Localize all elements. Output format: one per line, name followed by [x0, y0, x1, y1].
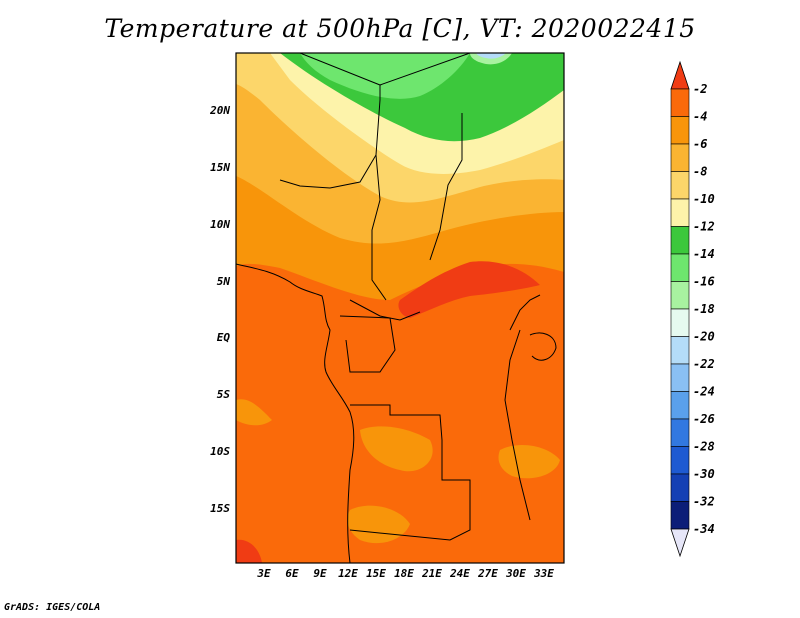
lon-label: 24E [449, 567, 470, 580]
field-patch [236, 539, 262, 563]
colorbar-label: -20 [693, 330, 715, 344]
colorbar: -2 -4 -6 -8 -10 -12 -14 -16 -18 -20 -22 … [670, 60, 715, 558]
colorbar-segment [670, 446, 690, 475]
lon-label: 12E [338, 567, 358, 580]
colorbar-segment [670, 171, 690, 200]
lat-label: 15N [210, 161, 230, 174]
temperature-field [236, 53, 564, 563]
field-band-16 [300, 53, 470, 99]
colorbar-label: -6 [693, 137, 707, 151]
field-patch [236, 399, 272, 426]
lat-labels: 20N 15N 10N 5N EQ 5S 10S 15S [209, 104, 230, 515]
lon-label: 30E [505, 567, 526, 580]
map-frame [235, 52, 565, 564]
colorbar-segment [670, 308, 690, 337]
lon-label: 18E [394, 567, 414, 580]
colorbar-segment [670, 226, 690, 255]
lat-label: 10S [210, 445, 230, 458]
country-borders [236, 53, 557, 563]
lat-label: 5S [217, 388, 231, 401]
lat-label: 5N [217, 275, 231, 288]
colorbar-label: -4 [693, 110, 707, 124]
colorbar-label: -12 [693, 220, 715, 234]
colorbar-label: -34 [693, 522, 715, 536]
colorbar-segment [670, 116, 690, 145]
lon-label: 27E [477, 567, 498, 580]
colorbar-label: -24 [693, 385, 715, 399]
colorbar-segment [670, 281, 690, 310]
colorbar-label: -2 [693, 82, 707, 96]
colorbar-label: -14 [693, 247, 715, 261]
colorbar-label: -18 [693, 302, 715, 316]
colorbar-segment [670, 336, 690, 365]
colorbar-label: -16 [693, 275, 715, 289]
field-band-22 [476, 53, 506, 59]
colorbar-top-arrow [670, 60, 690, 90]
colorbar-label: -32 [693, 495, 715, 509]
field-patch [347, 505, 410, 544]
lon-labels: 3E 6E 9E 12E 15E 18E 21E 24E 27E 30E 33E [256, 567, 554, 580]
colorbar-label: -8 [693, 165, 707, 179]
lon-label: 15E [366, 567, 386, 580]
colorbar-segment [670, 363, 690, 392]
credit-text: GrADS: IGES/COLA [4, 602, 101, 613]
colorbar-segment [670, 501, 690, 530]
colorbar-bottom-arrow [670, 528, 690, 558]
colorbar-label: -26 [693, 412, 715, 426]
colorbar-segment [670, 143, 690, 172]
colorbar-segment [670, 198, 690, 227]
lat-label: 10N [210, 218, 230, 231]
lon-label: 3E [256, 567, 271, 580]
lat-label: 15S [210, 502, 230, 515]
colorbar-label: -28 [693, 440, 715, 454]
lon-label: 9E [313, 567, 327, 580]
colorbar-segment [670, 473, 690, 502]
colorbar-segment [670, 418, 690, 447]
colorbar-label: -10 [693, 192, 715, 206]
colorbar-label: -30 [693, 467, 715, 481]
chart-title: Temperature at 500hPa [C], VT: 202002241… [104, 14, 696, 43]
colorbar-label: -22 [693, 357, 715, 371]
colorbar-segment [670, 253, 690, 282]
lat-label: EQ [217, 331, 231, 344]
field-patch [498, 445, 560, 479]
lon-label: 21E [421, 567, 442, 580]
colorbar-segment [670, 391, 690, 420]
lon-label: 33E [533, 567, 554, 580]
lat-label: 20N [209, 104, 230, 117]
lon-label: 6E [285, 567, 299, 580]
colorbar-segment [670, 88, 690, 117]
field-warm-core [398, 261, 540, 318]
field-patch [360, 426, 433, 472]
